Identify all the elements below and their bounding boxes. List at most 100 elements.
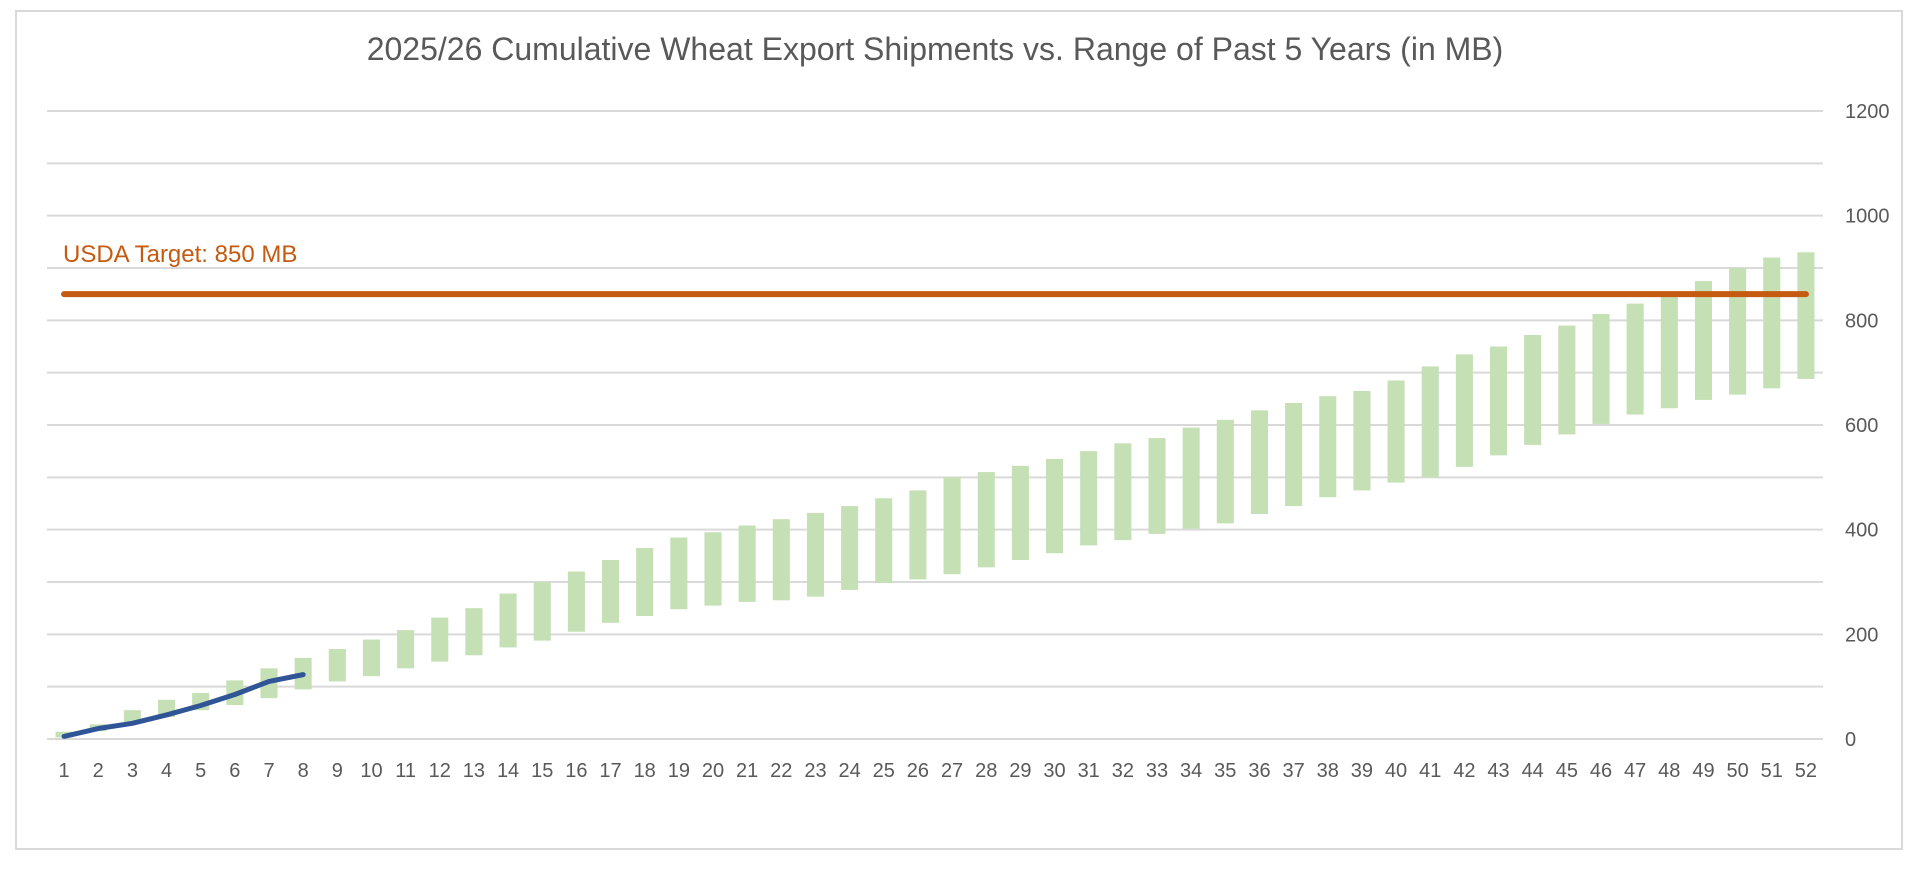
x-tick-label: 37 (1282, 760, 1304, 782)
x-tick-label: 7 (263, 760, 274, 782)
range-bar (1353, 390, 1371, 491)
range-bar (841, 506, 859, 590)
x-tick-label: 6 (229, 760, 240, 782)
x-tick-label: 15 (531, 760, 553, 782)
range-bar (1694, 281, 1712, 400)
y-tick-label: 600 (1845, 415, 1878, 437)
x-tick-label: 14 (497, 760, 519, 782)
range-bar (909, 490, 927, 580)
range-bar (397, 630, 415, 669)
range-bar (1729, 268, 1747, 395)
range-bar (465, 608, 483, 656)
x-tick-label: 20 (702, 760, 724, 782)
x-tick-label: 5 (195, 760, 206, 782)
x-tick-label: 19 (668, 760, 690, 782)
x-tick-label: 16 (565, 760, 587, 782)
x-tick-label: 18 (634, 760, 656, 782)
range-bar (1490, 346, 1508, 456)
x-tick-label: 36 (1248, 760, 1270, 782)
range-bar (1046, 459, 1064, 554)
range-bar (1524, 334, 1542, 445)
range-bar (1319, 396, 1337, 498)
range-bar (1182, 427, 1200, 529)
range-bar (875, 498, 893, 584)
x-tick-label: 31 (1078, 760, 1100, 782)
x-tick-label: 47 (1624, 760, 1646, 782)
range-bar (1455, 354, 1473, 467)
range-bar (431, 617, 449, 662)
x-tick-label: 32 (1112, 760, 1134, 782)
y-tick-label: 1200 (1845, 101, 1890, 123)
range-bar (1080, 451, 1098, 546)
range-bar (670, 537, 688, 610)
x-tick-label: 8 (298, 760, 309, 782)
range-bar (499, 593, 517, 648)
range-bar (1216, 419, 1234, 524)
range-bar (362, 639, 380, 677)
chart-title: 2025/26 Cumulative Wheat Export Shipment… (367, 31, 1504, 67)
range-bar (1763, 257, 1781, 389)
range-bar (636, 547, 654, 617)
x-tick-label: 50 (1726, 760, 1748, 782)
chart-frame: 2025/26 Cumulative Wheat Export Shipment… (15, 10, 1903, 850)
range-bar (1558, 325, 1576, 435)
x-tick-label: 33 (1146, 760, 1168, 782)
range-bar (1250, 410, 1268, 514)
range-bar (738, 525, 756, 602)
range-bars (55, 252, 1815, 738)
range-bar (1114, 443, 1132, 541)
x-tick-label: 48 (1658, 760, 1680, 782)
x-tick-label: 22 (770, 760, 792, 782)
x-tick-label: 45 (1556, 760, 1578, 782)
x-tick-label: 25 (873, 760, 895, 782)
range-bar (1387, 380, 1405, 483)
range-bar (1011, 465, 1029, 561)
x-tick-label: 9 (332, 760, 343, 782)
range-bar (533, 582, 551, 641)
x-tick-label: 3 (127, 760, 138, 782)
x-tick-label: 4 (161, 760, 172, 782)
usda-target-label: USDA Target: 850 MB (63, 241, 297, 268)
range-bar (1797, 252, 1815, 379)
x-tick-label: 39 (1351, 760, 1373, 782)
y-tick-label: 200 (1845, 624, 1878, 646)
x-tick-label: 49 (1692, 760, 1714, 782)
range-bar (567, 571, 585, 632)
x-tick-label: 26 (907, 760, 929, 782)
y-tick-label: 800 (1845, 310, 1878, 332)
y-tick-labels: 0 200 400 600 800 1000 1200 (1845, 101, 1890, 751)
x-tick-label: 2 (93, 760, 104, 782)
x-tick-label: 42 (1453, 760, 1475, 782)
x-tick-label: 51 (1761, 760, 1783, 782)
x-tick-label: 38 (1317, 760, 1339, 782)
series-lines (61, 291, 1809, 739)
range-bar (1626, 303, 1644, 415)
range-bar (1285, 403, 1303, 507)
x-tick-label: 17 (599, 760, 621, 782)
current-year-line (61, 672, 306, 739)
chart-svg: 2025/26 Cumulative Wheat Export Shipment… (47, 31, 1890, 782)
x-tick-label: 30 (1043, 760, 1065, 782)
range-bar (772, 519, 790, 601)
x-tick-label: 13 (463, 760, 485, 782)
x-tick-label: 10 (360, 760, 382, 782)
range-bar (943, 477, 961, 575)
y-tick-label: 0 (1845, 729, 1856, 751)
range-bar (1421, 366, 1439, 478)
x-tick-label: 29 (1009, 760, 1031, 782)
x-tick-label: 34 (1180, 760, 1202, 782)
x-tick-label: 44 (1522, 760, 1544, 782)
range-bar (977, 472, 995, 568)
x-tick-label: 35 (1214, 760, 1236, 782)
range-bar (328, 648, 346, 682)
x-tick-labels: 1 2 3 4 5 6 7 8 9 10 11 12 13 14 15 16 17 18 19 20 21 22 23 24 2… (59, 760, 1818, 782)
x-tick-label: 12 (429, 760, 451, 782)
x-tick-label: 23 (804, 760, 826, 782)
x-tick-label: 40 (1385, 760, 1407, 782)
x-tick-label: 28 (975, 760, 997, 782)
range-bar (602, 560, 620, 623)
x-tick-label: 46 (1590, 760, 1612, 782)
range-bar (806, 512, 824, 597)
y-tick-label: 1000 (1845, 206, 1890, 228)
range-bar (1592, 314, 1610, 424)
